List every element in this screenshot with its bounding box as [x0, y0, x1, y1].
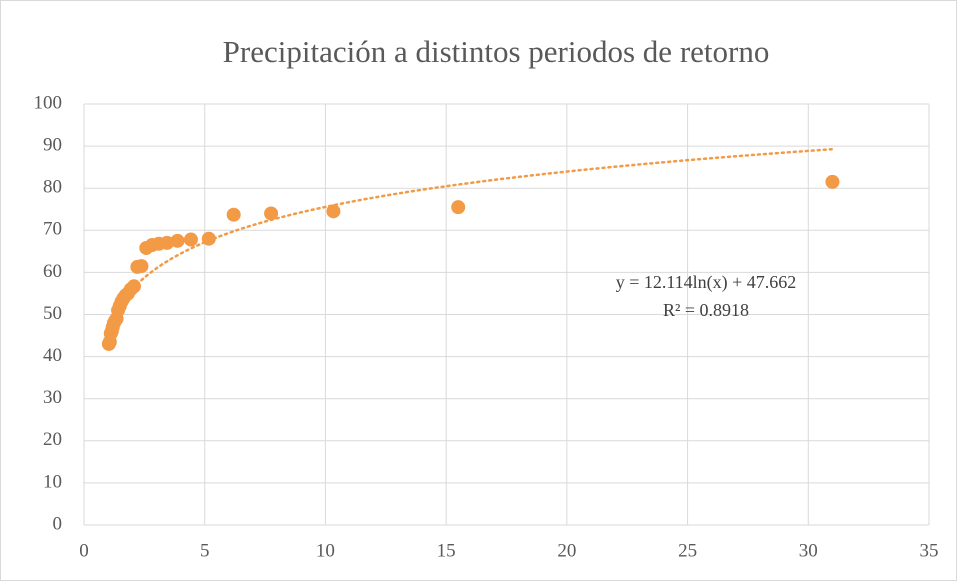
- trendline: [107, 147, 834, 325]
- point: [170, 233, 185, 248]
- point: [825, 174, 840, 189]
- y-tick-label: 50: [43, 303, 62, 324]
- x-tick-label: 35: [920, 540, 939, 561]
- marks: [101, 147, 840, 351]
- x-tick-label: 0: [79, 540, 89, 561]
- point: [326, 204, 341, 219]
- y-tick-label: 100: [34, 92, 63, 113]
- point: [451, 200, 466, 215]
- x-tick-label: 10: [316, 540, 335, 561]
- x-tick-label: 25: [678, 540, 697, 561]
- y-tick-label: 60: [43, 261, 62, 282]
- y-tick-label: 30: [43, 387, 62, 408]
- point: [226, 207, 241, 222]
- chart-title: Precipitación a distintos periodos de re…: [223, 34, 770, 69]
- y-tick-label: 80: [43, 177, 62, 198]
- x-tick-label: 15: [437, 540, 456, 561]
- point: [139, 240, 154, 255]
- x-tick-label: 20: [557, 540, 576, 561]
- y-tick-label: 90: [43, 134, 62, 155]
- y-tick-label: 0: [53, 513, 63, 534]
- trend-equation: y = 12.114ln(x) + 47.662: [616, 272, 797, 293]
- grid: 0 10 20 30 40 50 60 70 80 90 100 0 5 10 15 20 25 30 35: [34, 92, 939, 561]
- trend-r2: R² = 0.8918: [663, 300, 749, 320]
- x-tick-label: 5: [200, 540, 210, 561]
- y-tick-label: 40: [43, 345, 62, 366]
- x-tick-label: 30: [799, 540, 818, 561]
- y-tick-label: 10: [43, 471, 62, 492]
- point: [264, 206, 279, 221]
- y-tick-label: 70: [43, 219, 62, 240]
- y-tick-label: 20: [43, 429, 62, 450]
- point: [130, 259, 145, 274]
- point: [101, 336, 116, 351]
- point: [183, 232, 198, 247]
- point: [201, 231, 216, 246]
